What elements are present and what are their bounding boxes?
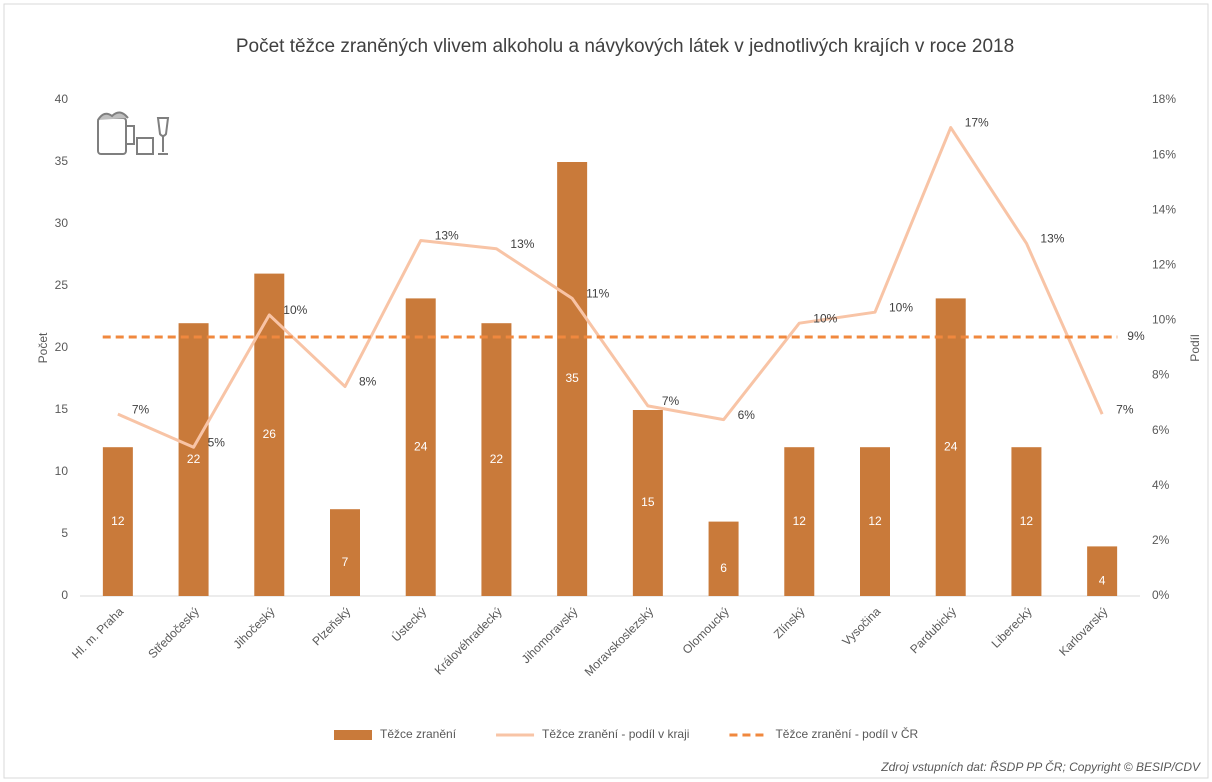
y2-tick-label: 6% [1152,423,1170,437]
line-label: 17% [965,116,989,130]
line-label: 6% [738,408,756,422]
bar [254,273,285,596]
y2-tick-label: 0% [1152,588,1170,602]
bar [557,162,588,596]
bar-label: 6 [720,561,727,575]
bar [102,447,133,596]
line-label: 8% [359,375,377,389]
chart-title: Počet těžce zraněných vlivem alkoholu a … [236,36,1014,57]
y-tick-label: 20 [55,340,69,354]
bar [481,323,512,596]
y2-tick-label: 18% [1152,92,1176,106]
y2-tick-label: 14% [1152,202,1176,216]
bar-label: 12 [1020,514,1034,528]
bar-label: 24 [414,439,428,453]
line-label: 11% [586,287,609,301]
bar-label: 12 [793,514,807,528]
y2-tick-label: 2% [1152,533,1170,547]
drinks-icon [97,111,170,155]
bar-label: 12 [868,514,882,528]
line [117,126,1104,449]
legend-swatch [334,730,372,740]
line-label: 5% [208,435,226,449]
bar-label: 26 [263,427,277,441]
y-tick-label: 5 [61,526,68,540]
bar [405,298,436,596]
bar-label: 24 [944,439,958,453]
line-label: 13% [510,237,534,251]
y-tick-label: 25 [55,278,69,292]
y-tick-label: 30 [55,216,69,230]
y-tick-label: 0 [61,588,68,602]
legend-label: Těžce zranění - podíl v ČR [775,726,918,741]
reference-label: 9% [1127,329,1145,343]
y2-tick-label: 10% [1152,313,1176,327]
bar-label: 22 [490,452,504,466]
line-label: 7% [662,394,680,408]
line-label: 7% [132,402,150,416]
source-note: Zdroj vstupních dat: ŘSDP PP ČR; Copyrig… [880,759,1201,774]
y-axis-label: Počet [36,332,50,363]
line-label: 10% [813,311,837,325]
bar [1011,447,1042,596]
y-tick-label: 15 [55,402,69,416]
y-tick-label: 10 [55,464,69,478]
bar-label: 12 [111,514,125,528]
y2-axis-label: Podíl [1188,334,1202,361]
bar [1087,546,1118,596]
bar-label: 15 [641,495,655,509]
line-label: 10% [283,303,307,317]
legend-label: Těžce zranění [380,727,457,741]
bar [784,447,815,596]
y-tick-label: 40 [55,92,69,106]
y2-tick-label: 8% [1152,368,1170,382]
legend-label: Těžce zranění - podíl v kraji [542,727,689,741]
bar [330,509,360,596]
bar [708,521,739,596]
bar [935,298,966,596]
y2-tick-label: 16% [1152,147,1176,161]
y2-tick-label: 12% [1152,258,1176,272]
y2-tick-label: 4% [1152,478,1170,492]
bar-label: 35 [565,371,579,385]
bar [632,410,663,596]
line-label: 10% [889,300,913,314]
bar-label: 7 [342,555,349,569]
y-tick-label: 35 [55,154,69,168]
bar [178,323,209,596]
bar [860,447,890,596]
line-label: 7% [1116,402,1134,416]
line-label: 13% [435,229,459,243]
bar-label: 22 [187,452,201,466]
bar-label: 4 [1099,573,1106,587]
line-label: 13% [1040,231,1064,245]
